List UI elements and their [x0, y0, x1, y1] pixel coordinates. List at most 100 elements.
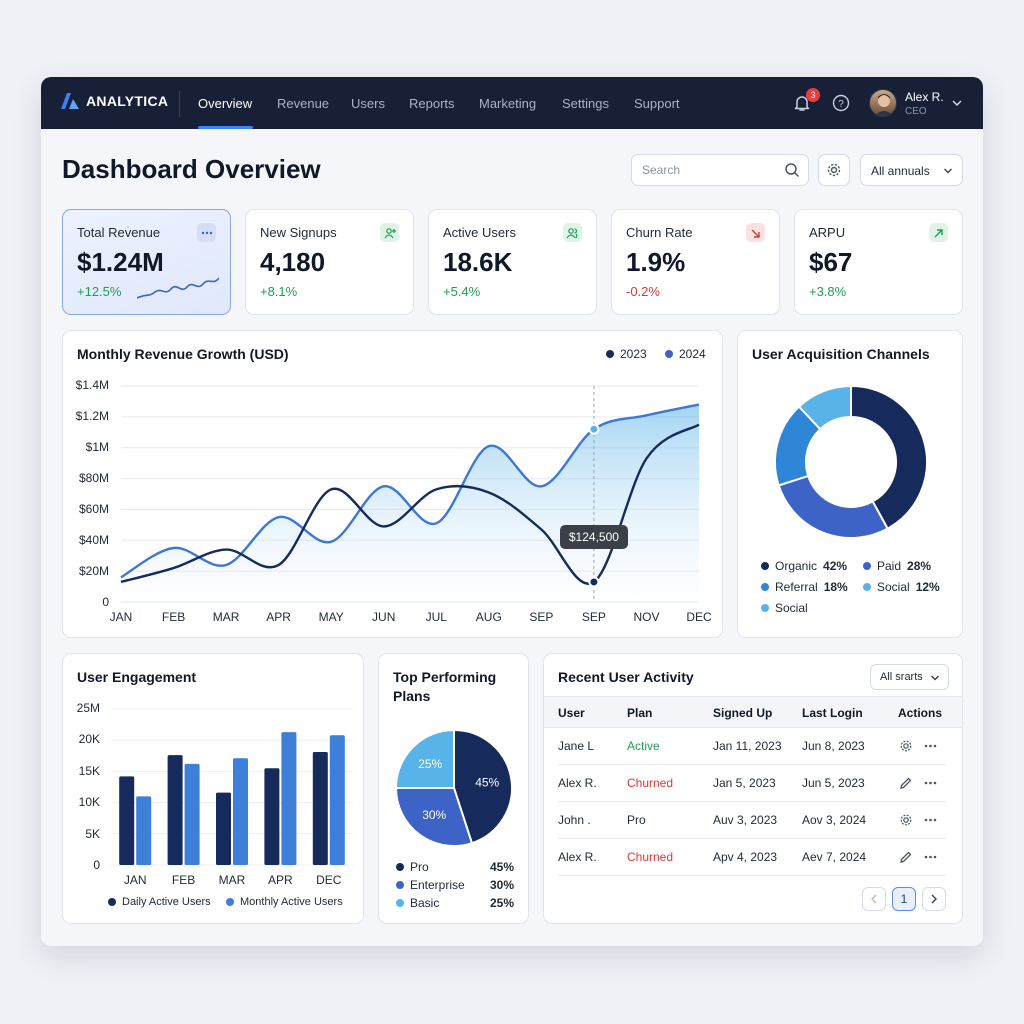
nav-item-settings[interactable]: Settings [562, 96, 609, 111]
notification-badge: 3 [806, 88, 820, 102]
page-title: Dashboard Overview [62, 154, 321, 184]
column-header-signed-up[interactable]: Signed Up [713, 706, 773, 720]
pagination-next-button[interactable] [922, 887, 946, 911]
table-row[interactable]: Alex R. Churned Jan 5, 2023 Jun 5, 2023 [558, 765, 946, 802]
settings-button[interactable] [818, 154, 850, 186]
y-tick-label: 25M [76, 701, 100, 715]
user-name[interactable]: Alex R. [905, 90, 944, 104]
bar-monthly [136, 796, 152, 865]
pagination-prev-button[interactable] [862, 887, 886, 911]
slice-basic [396, 730, 455, 789]
svg-text:?: ? [838, 99, 844, 110]
nav-item-marketing[interactable]: Marketing [479, 96, 537, 111]
cell-user: John . [558, 813, 591, 827]
nav-item-reports[interactable]: Reports [409, 96, 455, 111]
legend-value: 25% [489, 896, 514, 910]
search-placeholder: Search [642, 163, 681, 177]
legend-organic: Organic 42% [761, 559, 847, 573]
y-tick-label: $1.4M [75, 378, 109, 392]
legend-dot [226, 898, 234, 906]
plans-pie-chart: 45% 30% 25% [396, 730, 512, 846]
bell-icon[interactable] [793, 94, 811, 112]
chevron-right-icon [931, 894, 937, 904]
column-header-last-login[interactable]: Last Login [802, 706, 863, 720]
chart-title: Monthly Revenue Growth (USD) [77, 346, 289, 362]
x-tick-label: DEC [686, 610, 712, 624]
column-header-plan[interactable]: Plan [627, 706, 653, 720]
gear-icon[interactable] [899, 739, 913, 753]
legend-value: 18% [823, 580, 848, 594]
engagement-card: User Engagement 25M 20K 15K 10K 5K 0 JAN… [62, 653, 364, 924]
table-row[interactable]: John . Pro Auv 3, 2023 Aov 3, 2024 [558, 802, 946, 839]
x-tick-label: FEB [161, 610, 186, 624]
bar-daily [264, 768, 280, 865]
legend-dot [396, 899, 404, 907]
more-horizontal-icon[interactable] [924, 855, 937, 859]
pencil-icon[interactable] [899, 850, 913, 864]
table-row[interactable]: Alex R. Churned Apv 4, 2023 Aev 7, 2024 [558, 839, 946, 876]
y-tick-label: 10K [78, 795, 100, 809]
legend-label: Basic [410, 896, 440, 910]
legend-paid: Paid 28% [863, 559, 931, 573]
kpi-card-active-users[interactable]: Active Users 18.6K +5.4% [428, 209, 597, 315]
nav-item-users[interactable]: Users [351, 96, 385, 111]
more-horizontal-icon[interactable] [924, 744, 937, 748]
chart-title: User Engagement [77, 669, 197, 685]
period-select[interactable]: All annuals [860, 154, 963, 186]
kpi-delta: +12.5% [77, 284, 122, 299]
pagination-page-button[interactable]: 1 [892, 887, 916, 911]
chevron-down-icon[interactable] [951, 97, 963, 109]
pencil-icon[interactable] [899, 776, 913, 790]
nav-item-support[interactable]: Support [634, 96, 680, 111]
slice-organic [850, 386, 927, 530]
series-2023-line [120, 423, 700, 585]
search-input[interactable]: Search [631, 154, 809, 186]
top-navbar: ANALYTICA Overview Revenue Users Reports… [41, 77, 983, 129]
activity-filter-select[interactable]: All srarts [870, 664, 949, 690]
kpi-delta: -0.2% [626, 284, 660, 299]
legend-2023: 2023 [606, 347, 647, 361]
column-header-user[interactable]: User [558, 706, 585, 720]
kpi-label: Active Users [443, 225, 516, 240]
kpi-value: 4,180 [260, 247, 326, 277]
nav-item-revenue[interactable]: Revenue [277, 96, 330, 111]
cell-user: Alex R. [558, 850, 597, 864]
logo[interactable]: ANALYTICA [61, 93, 168, 109]
cell-plan: Pro [627, 813, 646, 827]
x-tick-label: DEC [316, 873, 342, 887]
kpi-card-arpu[interactable]: ARPU $67 +3.8% [794, 209, 963, 315]
bar-monthly [329, 735, 345, 865]
kpi-card-churn-rate[interactable]: Churn Rate 1.9% -0.2% [611, 209, 780, 315]
user-plus-icon [380, 223, 399, 242]
cell-plan: Churned [627, 776, 674, 790]
table-row[interactable]: Jane L Active Jan 11, 2023 Jun 8, 2023 [558, 728, 946, 765]
kpi-card-total-revenue[interactable]: Total Revenue $1.24M +12.5% [62, 209, 231, 315]
cell-last-login: Aov 3, 2024 [802, 813, 867, 827]
legend-daily: Daily Active Users [108, 896, 211, 908]
user-role: CEO [905, 106, 927, 117]
kpi-label: New Signups [260, 225, 337, 240]
more-horizontal-icon[interactable] [924, 781, 937, 785]
search-icon[interactable] [784, 162, 800, 178]
engagement-bar-chart [111, 708, 353, 866]
more-horizontal-icon[interactable] [924, 818, 937, 822]
help-icon[interactable]: ? [832, 94, 850, 112]
revenue-chart-card: Monthly Revenue Growth (USD) 2023 2024 $… [62, 330, 723, 638]
chevron-down-icon [944, 168, 952, 174]
kpi-card-new-signups[interactable]: New Signups 4,180 +8.1% [245, 209, 414, 315]
table-title: Recent User Activity [558, 669, 694, 685]
dashboard-app: ANALYTICA Overview Revenue Users Reports… [41, 77, 983, 946]
legend-value: 30% [489, 878, 514, 892]
gear-icon[interactable] [899, 813, 913, 827]
y-tick-label: $40M [78, 533, 109, 547]
legend-dot [761, 583, 769, 591]
cell-last-login: Jun 8, 2023 [802, 739, 865, 753]
legend-referral: Referral 18% [761, 580, 848, 594]
legend-basic: Basic 25% [396, 896, 514, 910]
more-options-button[interactable] [197, 223, 216, 242]
series-2024-area [121, 404, 699, 602]
kpi-label: Churn Rate [626, 225, 693, 240]
avatar[interactable] [869, 89, 897, 117]
nav-item-overview[interactable]: Overview [198, 96, 253, 111]
nav-divider [179, 91, 180, 117]
